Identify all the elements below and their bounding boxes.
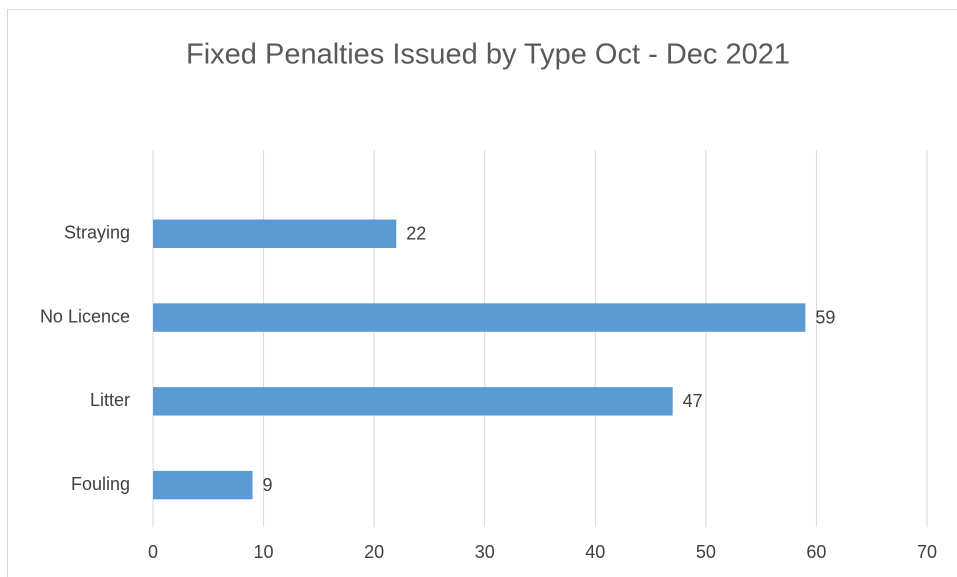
- chart-border: [7, 9, 957, 577]
- bar: [153, 470, 253, 500]
- y-tick-label: Litter: [90, 390, 130, 410]
- y-tick-label: No Licence: [40, 306, 130, 326]
- y-tick-label: Fouling: [71, 474, 130, 494]
- bar: [153, 219, 397, 249]
- x-tick-label: 30: [475, 542, 495, 562]
- x-tick-label: 0: [148, 542, 158, 562]
- data-label: 22: [406, 224, 426, 244]
- x-tick-label: 20: [364, 542, 384, 562]
- x-tick-label: 70: [917, 542, 937, 562]
- data-label: 9: [263, 475, 273, 495]
- x-tick-label: 60: [806, 542, 826, 562]
- bar: [153, 387, 673, 416]
- bar: [153, 303, 806, 332]
- x-tick-label: 10: [254, 542, 274, 562]
- x-tick-label: 50: [696, 542, 716, 562]
- data-label: 47: [683, 391, 703, 411]
- x-tick-label: 40: [585, 542, 605, 562]
- chart-title: Fixed Penalties Issued by Type Oct - Dec…: [186, 39, 790, 71]
- y-tick-label: Straying: [64, 223, 130, 243]
- data-label: 59: [815, 307, 835, 327]
